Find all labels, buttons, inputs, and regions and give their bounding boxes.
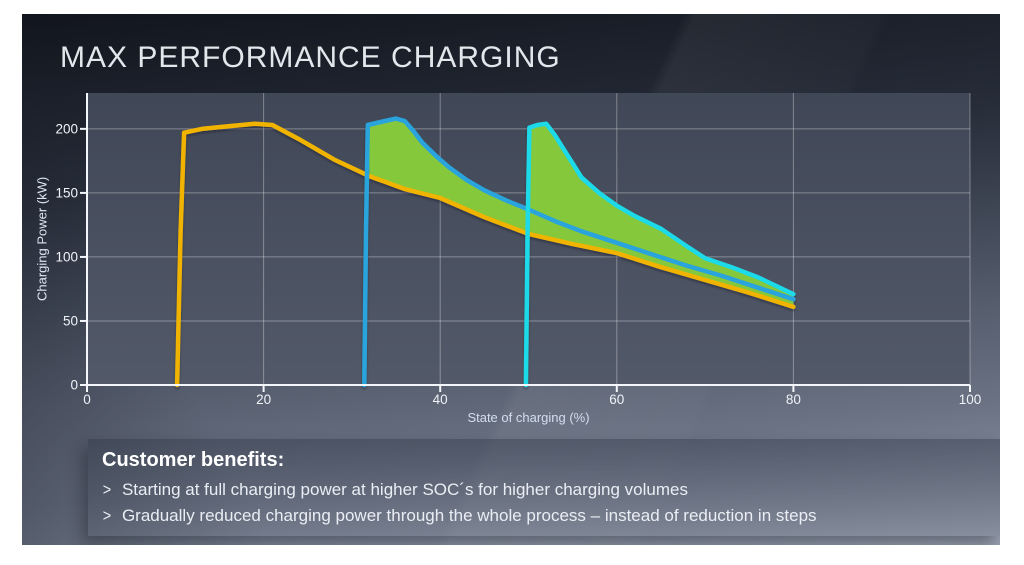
slide-title: MAX PERFORMANCE CHARGING bbox=[60, 41, 561, 74]
benefit-text: Starting at full charging power at highe… bbox=[121, 480, 688, 499]
y-tick-label: 0 bbox=[70, 377, 78, 393]
x-axis-ticks: 0 20 40 60 80 100 bbox=[83, 385, 981, 415]
benefit-item: > Gradually reduced charging power throu… bbox=[102, 503, 986, 529]
chevron-right-icon: > bbox=[102, 506, 112, 525]
x-tick-label: 100 bbox=[958, 392, 982, 407]
y-tick-label: 50 bbox=[62, 313, 78, 329]
charging-chart: Charging Power (kW) 0 50 100 150 200 0 20 40 60… bbox=[35, 93, 981, 425]
slide: MAX PERFORMANCE CHARGING Charging Power … bbox=[22, 14, 1000, 545]
benefit-item: > Starting at full charging power at hig… bbox=[102, 477, 986, 503]
chevron-right-icon: > bbox=[102, 480, 112, 499]
x-tick-label: 40 bbox=[432, 392, 448, 407]
benefits-heading: Customer benefits: bbox=[102, 449, 285, 471]
x-tick-label: 80 bbox=[785, 392, 801, 407]
chart-svg bbox=[80, 93, 971, 392]
customer-benefits-panel: Customer benefits: > Starting at full ch… bbox=[88, 439, 1000, 536]
x-tick-label: 20 bbox=[256, 392, 272, 407]
y-axis-ticks: 0 50 100 150 200 bbox=[36, 93, 78, 392]
benefit-text: Gradually reduced charging power through… bbox=[121, 506, 817, 525]
y-tick-label: 100 bbox=[55, 249, 78, 265]
y-tick-label: 150 bbox=[55, 185, 78, 201]
y-tick-label: 200 bbox=[55, 121, 78, 137]
x-tick-label: 0 bbox=[83, 392, 91, 407]
plot-area: 0 50 100 150 200 0 20 40 60 80 100 State of charg… bbox=[55, 93, 981, 425]
x-axis-label: State of charging (%) bbox=[467, 410, 590, 425]
x-tick-label: 60 bbox=[609, 392, 625, 407]
